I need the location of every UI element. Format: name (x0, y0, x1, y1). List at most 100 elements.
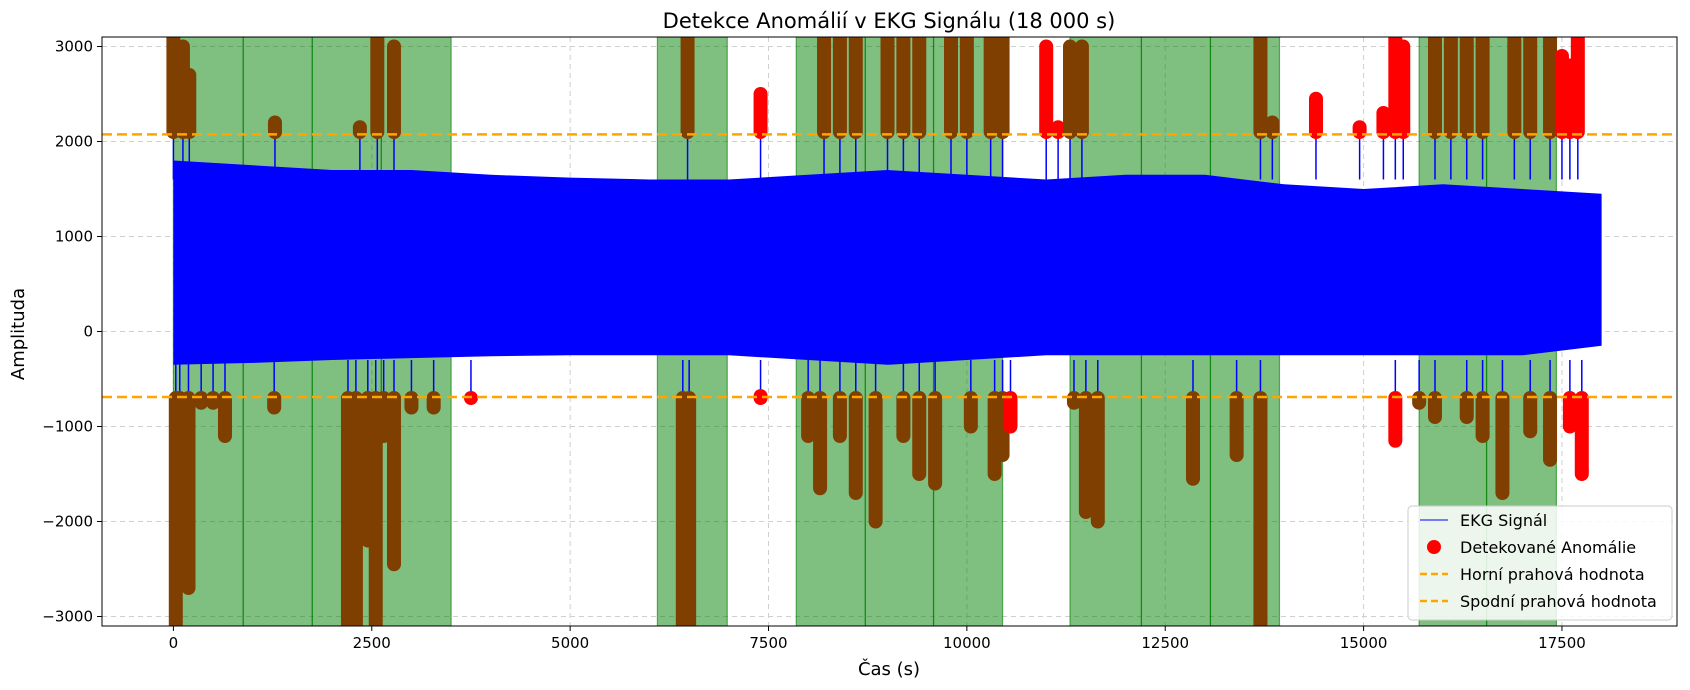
anomaly-marker (1308, 91, 1323, 139)
anomaly-marker (386, 391, 401, 572)
x-axis-label: Čas (s) (858, 658, 920, 680)
anomaly-marker (1253, 37, 1268, 139)
y-tick-label: 3000 (55, 38, 93, 56)
anomaly-marker (1507, 37, 1522, 139)
plot-content (102, 37, 1677, 626)
x-tick-label: 10000 (943, 634, 991, 652)
anomaly-marker (1412, 391, 1427, 410)
anomaly-marker (1523, 37, 1538, 139)
anomaly-marker (943, 37, 958, 139)
anomaly-marker (1352, 120, 1367, 139)
y-tick-label: −2000 (42, 513, 93, 531)
y-tick-label: 1000 (55, 228, 93, 246)
anomaly-marker (848, 391, 863, 500)
anomaly-marker (682, 391, 697, 626)
anomaly-marker (404, 391, 419, 415)
anomaly-marker (1459, 37, 1474, 139)
anomaly-marker (680, 37, 695, 139)
anomaly-marker (880, 37, 895, 139)
anomaly-marker (801, 391, 816, 443)
y-tick-label: 0 (83, 323, 93, 341)
anomaly-marker (1003, 391, 1018, 434)
anomaly-marker (995, 37, 1010, 139)
anomaly-marker (1459, 391, 1474, 424)
anomaly-marker (1066, 391, 1081, 410)
anomaly-marker (912, 391, 927, 481)
anomaly-marker (1090, 391, 1105, 529)
anomaly-marker (959, 37, 974, 139)
legend-swatch-dot (1427, 540, 1441, 554)
anomaly-marker (928, 391, 943, 491)
anomaly-marker (983, 37, 998, 139)
anomaly-marker (426, 391, 441, 415)
anomaly-marker (1185, 391, 1200, 486)
anomaly-marker (1078, 391, 1093, 519)
x-tick-label: 7500 (749, 634, 787, 652)
y-tick-label: 2000 (55, 133, 93, 151)
anomaly-marker (1063, 39, 1078, 139)
anomaly-marker (753, 87, 768, 139)
legend: EKG Signál Detekované Anomálie Horní praho… (1407, 505, 1673, 621)
anomaly-marker (753, 389, 768, 405)
x-tick-label: 15000 (1340, 634, 1388, 652)
x-tick-label: 2500 (353, 634, 391, 652)
legend-label: Detekované Anomálie (1460, 538, 1636, 557)
anomaly-marker (1427, 37, 1442, 139)
chart-title: Detekce Anomálií v EKG Signálu (18 000 s… (663, 9, 1116, 33)
anomaly-marker (386, 39, 401, 139)
anomaly-marker (181, 391, 196, 595)
anomaly-marker (1376, 106, 1391, 139)
anomaly-marker (182, 68, 197, 139)
x-tick-label: 12500 (1141, 634, 1189, 652)
anomaly-marker (868, 391, 883, 529)
anomaly-marker (217, 391, 232, 443)
anomaly-marker (848, 37, 863, 139)
anomaly-marker (1388, 391, 1403, 448)
anomaly-marker (348, 391, 363, 626)
plot-area: 0 2500 5000 7500 10000 12500 15000 17500−3000−2… (42, 36, 1678, 652)
anomaly-marker (1074, 39, 1089, 139)
x-tick-label: 0 (169, 634, 179, 652)
anomaly-marker (206, 391, 221, 410)
y-tick-label: −3000 (42, 608, 93, 626)
anomaly-marker (832, 391, 847, 443)
y-axis-label: Amplituda (8, 288, 29, 380)
legend-box (1407, 505, 1673, 621)
ekg-signal-envelope (173, 160, 1602, 365)
anomaly-marker (896, 37, 911, 139)
anomaly-marker (267, 391, 282, 415)
x-tick-label: 5000 (551, 634, 589, 652)
y-tick-label: −1000 (42, 418, 93, 436)
anomaly-marker (1039, 39, 1054, 139)
anomaly-marker (370, 37, 385, 139)
legend-label: EKG Signál (1460, 511, 1547, 530)
anomaly-marker (1396, 39, 1411, 139)
anomaly-marker (1570, 37, 1585, 139)
anomaly-marker (1443, 37, 1458, 139)
anomaly-marker (1475, 391, 1490, 443)
anomaly-marker (1427, 391, 1442, 424)
anomaly-marker (1543, 391, 1558, 467)
anomaly-marker (1051, 120, 1066, 139)
anomaly-marker (896, 391, 911, 443)
anomaly-marker (1562, 391, 1577, 434)
legend-label: Spodní prahová hodnota (1460, 592, 1657, 611)
anomaly-marker (1523, 391, 1538, 439)
anomaly-marker (194, 391, 209, 410)
anomaly-marker (1229, 391, 1244, 462)
anomaly-marker (813, 391, 828, 496)
anomaly-marker (912, 37, 927, 139)
anomaly-marker (817, 37, 832, 139)
anomaly-marker (1574, 391, 1589, 481)
anomaly-marker (832, 37, 847, 139)
legend-label: Horní prahová hodnota (1460, 565, 1645, 584)
anomaly-marker (1475, 37, 1490, 139)
anomaly-marker (963, 391, 978, 434)
x-tick-label: 17500 (1538, 634, 1586, 652)
anomaly-marker (1253, 391, 1268, 626)
anomaly-marker (1495, 391, 1510, 500)
anomaly-marker (1543, 37, 1558, 139)
anomaly-marker (368, 391, 383, 626)
anomaly-marker (352, 120, 367, 139)
